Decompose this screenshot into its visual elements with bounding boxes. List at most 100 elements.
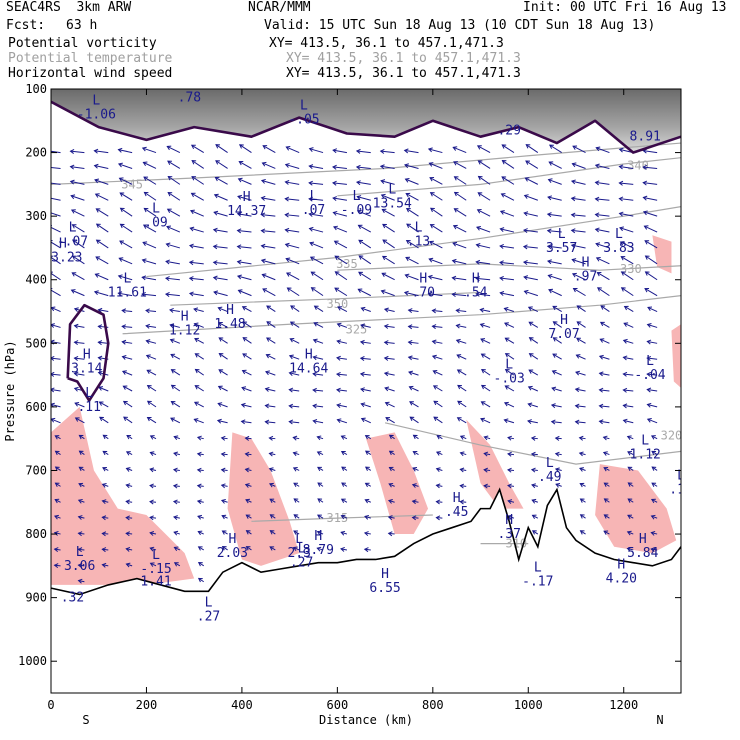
hl-marker: L [534,561,542,576]
wind-arrow-head [167,160,172,165]
wind-arrow [54,515,61,519]
wind-arrow [102,548,109,551]
wind-arrow [78,564,85,567]
wind-arrow [478,176,491,185]
wind-arrow [571,180,586,185]
wind-arrow-head [54,435,60,440]
wind-arrow [168,176,181,185]
wind-arrow [309,198,324,201]
wind-arrow-head [284,180,290,185]
wind-arrow-head [355,180,361,186]
wind-arrow [384,372,395,376]
wind-arrow [433,400,443,408]
wind-arrow [55,466,61,471]
wind-arrow [171,401,181,408]
wind-arrow-head [101,531,107,537]
wind-arrow [96,223,109,233]
wind-arrow [507,484,515,487]
wind-arrow [337,323,348,328]
wind-arrow-head [598,419,604,425]
wind-arrow-head [554,451,560,457]
wind-arrow-head [194,368,200,374]
wind-arrow [221,515,228,519]
wind-arrow [453,225,467,233]
wind-arrow-head [383,371,389,377]
wind-arrow-head [197,514,203,520]
wind-arrow-head [650,514,656,520]
wind-arrow [118,292,133,297]
wind-arrow-head [646,402,652,408]
wind-arrow [481,369,491,376]
wind-arrow-head [596,272,602,277]
wind-arrow-head [340,498,346,503]
wind-arrow [313,339,324,344]
wind-arrow [621,271,634,281]
wind-arrow [529,353,539,360]
wind-arrow [528,321,539,328]
wind-arrow-head [411,499,417,505]
wind-arrow [218,369,228,376]
wind-arrow-head [336,322,342,328]
wind-arrow [70,166,85,169]
wind-arrow [599,355,610,360]
wind-arrow-head [149,451,155,456]
hl-value: .09 [144,216,167,231]
wind-arrow [337,306,348,312]
wind-arrow [238,178,252,185]
hl-marker: L [677,469,685,484]
wind-arrow [213,277,228,281]
wind-arrow-head [598,371,604,377]
wind-arrow-head [269,498,275,503]
wind-arrow-head [169,307,174,313]
wind-arrow [500,210,515,217]
wind-arrow [102,564,109,567]
wind-arrow-head [266,337,271,342]
wind-arrow-head [642,164,648,170]
wind-arrow [334,287,348,297]
wind-arrow-head [141,291,146,297]
wind-arrow-head [427,291,433,297]
wind-arrow-head [316,530,322,536]
wind-arrow [189,261,204,265]
wind-arrow [619,182,634,185]
wind-arrow [412,484,419,487]
wind-arrow-head [101,515,107,521]
wind-arrow-head [95,223,101,229]
wind-arrow-head [379,148,385,154]
wind-arrow [460,452,467,456]
wind-arrow [150,547,157,551]
wind-arrow-head [242,337,248,342]
wind-arrow-head [313,322,319,327]
wind-arrow-head [121,308,127,314]
wind-arrow [389,434,395,440]
wind-arrow-head [290,305,295,310]
wind-arrow [221,453,228,456]
wind-arrow-head [242,321,248,326]
wind-arrow-head [622,355,628,361]
wind-arrow-head [403,148,409,154]
wind-arrow-head [408,370,413,376]
theta-contour-line [337,263,681,271]
wind-arrow [78,499,85,503]
wind-arrow-head [288,387,294,393]
wind-arrow-head [51,323,55,328]
wind-arrow [269,437,276,440]
wind-arrow [428,293,443,297]
wind-arrow [270,514,276,519]
wind-arrow-head [149,435,155,440]
wind-arrow-head [188,276,194,282]
theta-contour-line [384,422,681,465]
wind-arrow [167,208,181,217]
hl-value: 3.06 [64,559,95,574]
wind-arrow [333,149,347,154]
field-name-theta: Potential temperature [8,51,173,66]
wind-arrow-head [308,180,313,186]
wind-arrow [477,145,491,154]
wind-arrow [361,418,371,424]
hl-marker: H [305,348,313,363]
wind-arrow [219,353,228,360]
wind-arrow-head [599,321,605,327]
wind-arrow [502,160,515,169]
wind-arrow [478,160,491,169]
wind-arrow-head [292,435,298,441]
